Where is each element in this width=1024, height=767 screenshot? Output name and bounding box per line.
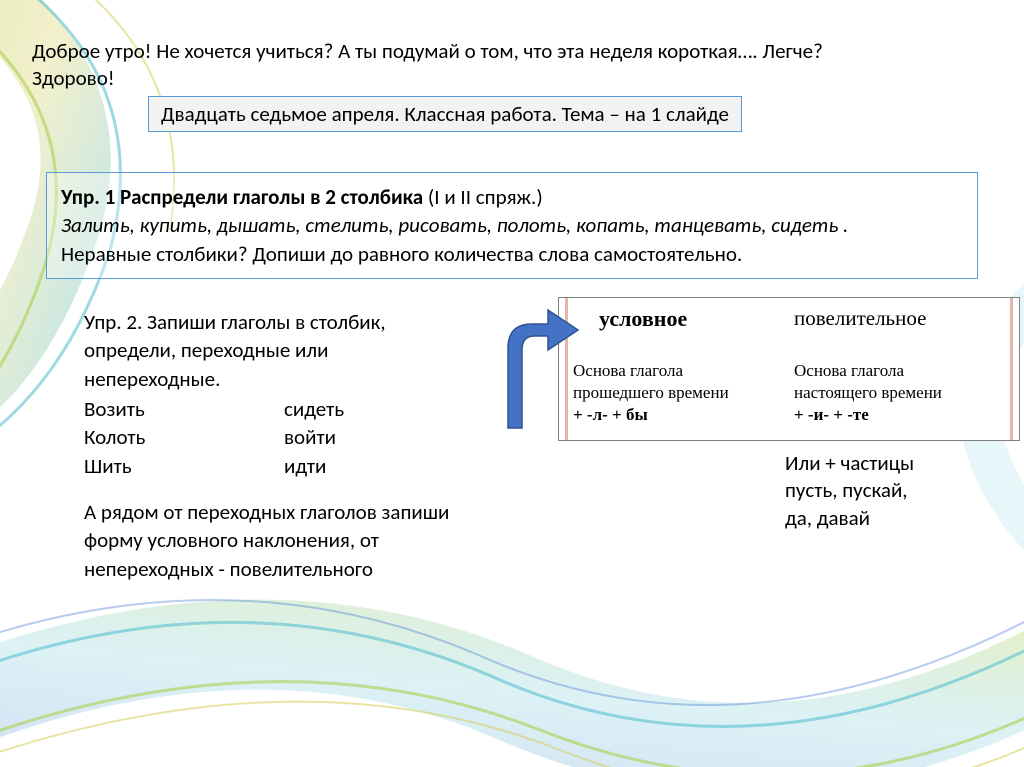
verb-1-3: Шить xyxy=(84,452,284,480)
verb-columns: Возить Колоть Шить сидеть войти идти xyxy=(84,395,514,480)
mood-reference-box: условное повелительное Основа глагола пр… xyxy=(558,297,1020,441)
mood-heading-imperative: повелительное xyxy=(764,306,1014,332)
ex2-intro2: определи, переходные или xyxy=(84,336,514,364)
ex2-intro1: Упр. 2. Запиши глаголы в столбик, xyxy=(84,308,514,336)
exercise-1-box: Упр. 1 Распредели глаголы в 2 столбика (… xyxy=(46,172,978,279)
verb-col-1: Возить Колоть Шить xyxy=(84,395,284,480)
verb-col-2: сидеть войти идти xyxy=(284,395,484,480)
date-text: Двадцать седьмое апреля. Классная работа… xyxy=(161,101,729,127)
date-box: Двадцать седьмое апреля. Классная работа… xyxy=(148,96,742,132)
mood-suf1: + -л- + бы xyxy=(573,405,648,424)
red-bar-right xyxy=(1010,298,1013,440)
ex1-verbs: Залить, купить, дышать, стелить, рисоват… xyxy=(61,212,848,238)
intro-text: Доброе утро! Не хочется учиться? А ты по… xyxy=(32,38,992,93)
ex2-tail3: непереходных - повелительного xyxy=(84,555,514,583)
ex2-tail2: форму условного наклонения, от xyxy=(84,526,514,554)
mood-suf2: + -и- + -те xyxy=(794,405,869,424)
intro-line2: Здорово! xyxy=(32,65,115,91)
arrow-icon xyxy=(490,300,580,430)
verb-1-1: Возить xyxy=(84,395,284,423)
mood-desc-conditional: Основа глагола прошедшего времени + -л- … xyxy=(559,360,784,426)
mood-heading-conditional: условное xyxy=(559,306,764,332)
ex1-note: Неравные столбики? Допиши до равного кол… xyxy=(61,241,742,267)
mood-desc-imperative: Основа глагола настоящего времени + -и- … xyxy=(784,360,1014,426)
mood-d1b: прошедшего времени xyxy=(573,383,729,402)
verb-2-1: сидеть xyxy=(284,395,484,423)
particles-note: Или + частицы пусть, пускай, да, давай xyxy=(785,450,914,532)
mood-d1a: Основа глагола xyxy=(573,361,683,380)
ex2-intro3: непереходные. xyxy=(84,365,514,393)
intro-line1: Доброе утро! Не хочется учиться? А ты по… xyxy=(32,38,823,64)
ex1-suffix: (I и II спряж.) xyxy=(423,184,543,210)
particles-l3: да, давай xyxy=(785,505,914,532)
verb-1-2: Колоть xyxy=(84,423,284,451)
particles-l1: Или + частицы xyxy=(785,450,914,477)
ex2-tail1: А рядом от переходных глаголов запиши xyxy=(84,498,514,526)
verb-2-3: идти xyxy=(284,452,484,480)
exercise-2-box: Упр. 2. Запиши глаголы в столбик, опреде… xyxy=(84,308,514,583)
mood-d2a: Основа глагола xyxy=(794,361,904,380)
particles-l2: пусть, пускай, xyxy=(785,477,914,504)
mood-d2b: настоящего времени xyxy=(794,383,942,402)
ex1-title: Упр. 1 Распредели глаголы в 2 столбика xyxy=(61,184,423,210)
verb-2-2: войти xyxy=(284,423,484,451)
